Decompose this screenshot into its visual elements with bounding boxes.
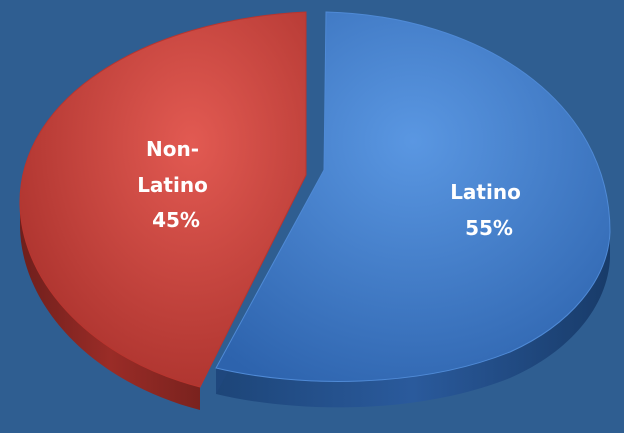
slice-non-latino: Non- Latino 45%: [19, 11, 307, 410]
slice-latino-label: Latino 55%: [450, 180, 528, 240]
slice-latino-label-line1: Latino: [450, 180, 521, 204]
slice-latino-top: [215, 11, 611, 382]
slice-non-latino-label-line1: Non-: [146, 137, 199, 161]
slice-non-latino-side: [20, 205, 200, 410]
slice-non-latino-label-line3: 45%: [152, 208, 200, 232]
slice-latino-label-line2: 55%: [465, 216, 513, 240]
slice-latino-side: [216, 232, 610, 408]
slice-non-latino-top: [19, 11, 307, 388]
slice-latino: Latino 55%: [215, 11, 611, 408]
slice-non-latino-label: Non- Latino 45%: [137, 137, 215, 232]
slice-non-latino-label-line2: Latino: [137, 173, 208, 197]
